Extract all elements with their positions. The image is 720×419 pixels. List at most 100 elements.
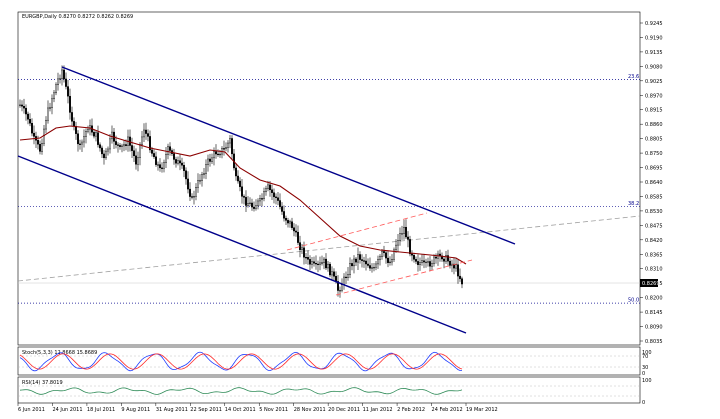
candle-body	[98, 144, 101, 149]
price-axis-label: 0.8860	[645, 122, 663, 128]
candle-body	[41, 143, 44, 152]
date-axis-label: 11 Jan 2012	[363, 407, 393, 413]
candle-body	[393, 249, 396, 260]
candle-body	[403, 226, 406, 234]
candle-body	[172, 153, 175, 160]
candle-body	[407, 236, 410, 240]
candle-body	[31, 123, 34, 134]
candle-body	[246, 203, 249, 206]
candle-body	[339, 290, 342, 292]
price-axis-label: 0.8805	[645, 137, 663, 143]
candle-body	[114, 141, 117, 145]
price-axis-label: 0.9080	[645, 64, 663, 70]
candle-body	[68, 95, 71, 113]
candle-body	[174, 159, 177, 164]
candle-body	[457, 264, 460, 277]
candle-body	[285, 218, 288, 221]
candle-body	[164, 154, 167, 163]
candle-body	[72, 121, 75, 127]
candle-body	[365, 260, 368, 265]
candle-body	[281, 206, 284, 212]
candle-body	[224, 147, 227, 149]
date-axis-label: 24 Feb 2012	[432, 407, 463, 413]
price-axis-label: 0.9025	[645, 79, 663, 85]
stoch-axis-0: 0	[642, 371, 645, 377]
candle-body	[202, 173, 205, 175]
fib-level-label: 38.2	[628, 201, 639, 207]
candle-body	[343, 276, 346, 285]
candle-body	[423, 260, 426, 263]
rsi-line	[19, 387, 463, 395]
candle-body	[409, 239, 412, 255]
candle-body	[267, 184, 270, 189]
candle-body	[190, 196, 193, 198]
channel-upper-line	[61, 66, 516, 245]
date-axis-label: 31 Aug 2011	[156, 407, 188, 413]
candle-body	[162, 162, 165, 169]
candle-body	[461, 278, 464, 285]
rsi-panel-header: RSI(14) 37.8019	[22, 380, 63, 386]
candle-body	[186, 178, 189, 190]
candle-body	[459, 275, 462, 279]
candle-body	[19, 104, 22, 106]
candle-body	[25, 107, 28, 115]
candle-body	[64, 78, 67, 87]
candle-body	[134, 155, 137, 165]
candle-body	[76, 133, 79, 145]
candle-body	[66, 86, 69, 97]
candle-body	[158, 164, 161, 169]
candle-body	[449, 260, 452, 266]
candle-body	[319, 262, 322, 265]
candle-body	[371, 267, 374, 269]
candle-body	[120, 145, 123, 147]
candle-body	[291, 221, 294, 228]
candle-body	[387, 257, 390, 263]
stoch-axis-70: 70	[642, 354, 648, 360]
candle-body	[82, 136, 85, 143]
candle-body	[345, 276, 348, 279]
candle-body	[59, 78, 62, 80]
candle-body	[51, 98, 54, 108]
price-axis: 0.9245 0.9190 0.9135 0.9080 0.9025 0.8970 0.89…	[640, 21, 663, 345]
candle-body	[118, 145, 121, 147]
candle-body	[228, 138, 231, 144]
candle-body	[70, 112, 73, 122]
candle-body	[214, 151, 217, 155]
candle-body	[369, 265, 372, 269]
candle-body	[413, 255, 416, 260]
candle-body	[287, 220, 290, 224]
price-axis-label: 0.8970	[645, 93, 663, 99]
candle-body	[411, 253, 414, 256]
candle-body	[329, 263, 332, 276]
candle-body	[377, 259, 380, 265]
candle-body	[289, 221, 292, 224]
moving-average-line	[19, 125, 467, 265]
candle-body	[309, 259, 312, 265]
candle-body	[257, 200, 260, 206]
price-axis-label: 0.8585	[645, 194, 663, 200]
fib-level-label: 50.0	[628, 298, 639, 304]
stoch-panel-frame	[17, 346, 641, 376]
candle-body	[252, 206, 255, 209]
candle-body	[37, 140, 40, 145]
candle-body	[136, 157, 139, 165]
candle-body	[373, 266, 376, 269]
candle-body	[198, 180, 201, 182]
candle-body	[395, 244, 398, 251]
candle-body	[325, 258, 328, 269]
candle-body	[431, 263, 434, 267]
candle-body	[263, 191, 266, 199]
candle-body	[130, 145, 133, 151]
candle-body	[379, 256, 382, 260]
candle-body	[283, 211, 286, 219]
candle-body	[122, 144, 125, 147]
candle-body	[150, 149, 153, 154]
candle-body	[182, 165, 185, 171]
candle-body	[331, 271, 334, 276]
date-axis-label: 28 Nov 2011	[294, 407, 326, 413]
candle-body	[313, 261, 316, 264]
candle-body	[335, 276, 338, 282]
candle-body	[204, 164, 207, 174]
candle-body	[132, 150, 135, 157]
